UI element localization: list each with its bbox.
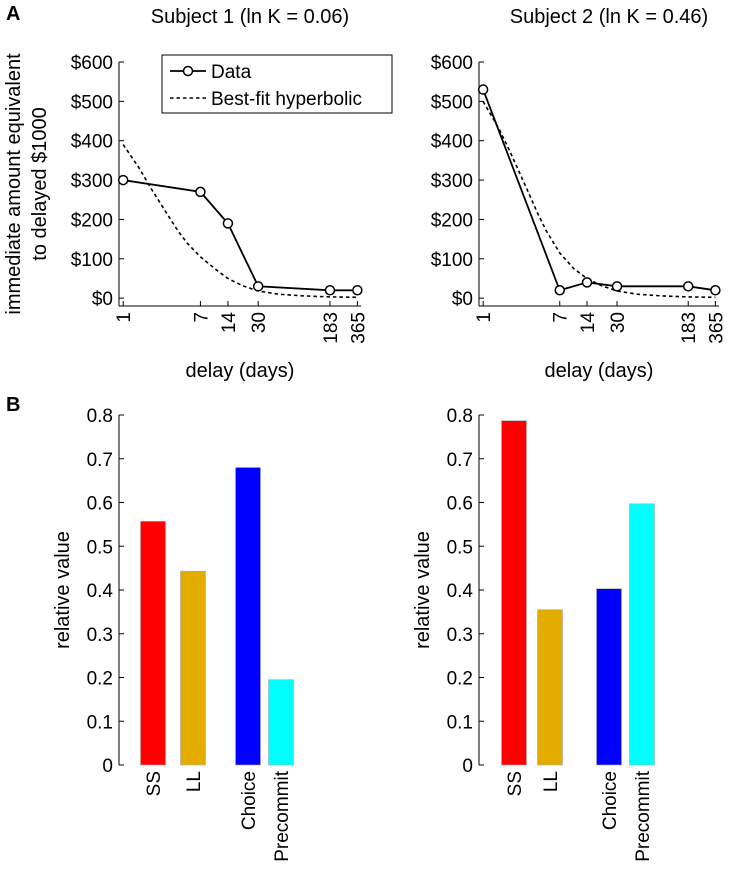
subject1-delay-chart: Subject 1 (ln K = 0.06) $0 $100 $200 $300 $40…	[3, 6, 393, 382]
y-axis-label: to delayed $1000	[29, 107, 51, 260]
x-tick-label: 7	[551, 312, 572, 323]
data-point	[682, 281, 694, 292]
data-point	[581, 277, 593, 288]
y-tick-label: $300	[71, 171, 113, 192]
y-axis-label: immediate amount equivalent	[3, 53, 25, 315]
x-tick-label: Precommit	[633, 770, 654, 862]
data-line	[482, 89, 716, 292]
panel-label-b: B	[6, 394, 20, 416]
y-tick-label: 0.4	[447, 581, 474, 602]
x-axis-label: delay (days)	[545, 360, 654, 382]
bar-choice	[235, 467, 261, 766]
x-tick-label: LL	[541, 771, 562, 792]
best-fit-hyperbolic-line	[482, 100, 716, 299]
y-tick-label: $500	[431, 92, 473, 113]
y-tick-label: 0.6	[87, 494, 113, 515]
x-tick-label: 1	[474, 312, 495, 323]
y-tick-label: $600	[71, 53, 113, 74]
x-tick-label: 365	[348, 312, 369, 344]
data-point	[222, 218, 234, 229]
bar-precommit	[629, 503, 655, 766]
y-tick-label: $400	[431, 132, 473, 153]
data-point	[252, 281, 264, 292]
y-tick-label: 0.6	[447, 494, 473, 515]
y-tick-label: $100	[71, 250, 113, 271]
bar-precommit	[268, 679, 294, 766]
y-tick-label: 0	[102, 756, 113, 777]
y-tick-label: $200	[71, 210, 113, 231]
subject1-relative-value-chart: 0 0.1 0.2 0.3 0.4 0.5 0.6 0.7 0.8 relative value S…	[52, 406, 294, 862]
best-fit-hyperbolic-line	[122, 144, 358, 299]
y-tick-label: 0.1	[447, 712, 473, 733]
bar-choice	[596, 588, 622, 766]
bar-ll	[537, 609, 563, 766]
y-tick-label: $500	[71, 92, 113, 113]
legend-data-marker	[182, 65, 194, 77]
x-tick-label: Choice	[239, 771, 260, 830]
x-tick-label: 183	[679, 312, 700, 344]
x-tick-label: Choice	[600, 771, 621, 830]
y-tick-label: 0.2	[447, 669, 473, 690]
x-axis-label: delay (days)	[186, 360, 295, 382]
y-tick-label: $600	[431, 53, 473, 74]
bar-ss	[501, 420, 527, 766]
y-tick-label: 0.7	[447, 450, 473, 471]
x-tick-label: Precommit	[272, 770, 293, 862]
panel-label-a: A	[6, 3, 20, 25]
subject2-relative-value-chart: 0 0.1 0.2 0.3 0.4 0.5 0.6 0.7 0.8 relative value S…	[412, 406, 655, 862]
y-tick-label: 0.1	[87, 712, 113, 733]
data-point	[324, 285, 336, 296]
y-tick-label: 0.5	[447, 537, 473, 558]
x-tick-label: SS	[505, 771, 526, 796]
data-line	[123, 179, 358, 292]
x-tick-label: LL	[184, 771, 205, 792]
x-tick-label: 30	[608, 312, 629, 333]
y-tick-label: 0	[462, 756, 473, 777]
y-tick-label: $100	[431, 250, 473, 271]
chart-title: Subject 1 (ln K = 0.06)	[151, 6, 349, 28]
y-tick-label: $0	[452, 289, 473, 310]
y-axis-label: relative value	[52, 531, 74, 649]
y-tick-label: 0.8	[87, 406, 113, 427]
subject2-delay-chart: Subject 2 (ln K = 0.46) $0 $100 $200 $300 $40…	[431, 6, 728, 382]
y-tick-label: 0.2	[87, 669, 113, 690]
data-point	[195, 186, 206, 198]
x-tick-label: SS	[144, 771, 165, 796]
bar-ll	[180, 570, 206, 766]
data-point	[611, 281, 623, 292]
y-tick-label: 0.3	[447, 625, 473, 646]
legend-fit-label: Best-fit hyperbolic	[211, 89, 362, 110]
x-tick-label: 30	[249, 312, 270, 333]
y-tick-label: 0.4	[87, 581, 114, 602]
y-tick-label: $0	[92, 289, 113, 310]
y-tick-label: $200	[431, 210, 473, 231]
y-axis-label: relative value	[412, 531, 434, 649]
x-tick-label: 7	[191, 312, 212, 323]
data-point	[477, 84, 489, 95]
y-tick-label: 0.8	[447, 406, 473, 427]
y-tick-label: 0.3	[87, 625, 113, 646]
x-tick-label: 1	[114, 312, 135, 323]
x-tick-label: 183	[321, 312, 342, 344]
data-point	[352, 285, 363, 296]
x-tick-label: 14	[578, 312, 599, 334]
data-point	[554, 285, 565, 296]
chart-title: Subject 2 (ln K = 0.46)	[510, 6, 708, 28]
data-point	[710, 285, 721, 296]
y-tick-label: 0.5	[87, 537, 113, 558]
y-tick-label: 0.7	[87, 450, 113, 471]
y-tick-label: $400	[71, 132, 113, 153]
bar-ss	[140, 521, 166, 766]
legend-box	[161, 54, 393, 114]
y-tick-label: $300	[431, 171, 473, 192]
data-point	[117, 174, 129, 186]
legend-data-label: Data	[211, 62, 252, 83]
x-tick-label: 365	[706, 312, 727, 344]
x-tick-label: 14	[219, 312, 240, 334]
